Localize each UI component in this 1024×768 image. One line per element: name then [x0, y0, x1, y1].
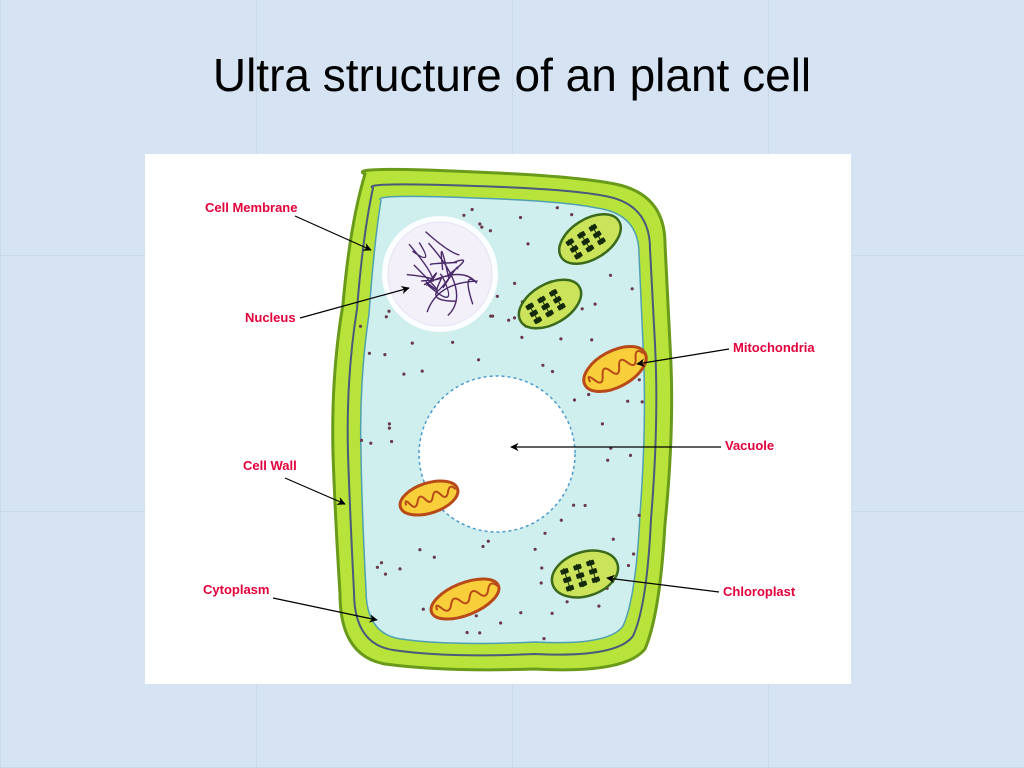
ribosome-dot	[526, 242, 529, 245]
ribosome-dot	[594, 303, 597, 306]
ribosome-dot	[471, 208, 474, 211]
ribosome-dot	[559, 337, 562, 340]
ribosome-dot	[638, 378, 641, 381]
cell-diagram-svg: Cell Membrane Nucleus Cell Wall Cytoplasm Mi…	[145, 154, 851, 684]
ribosome-dot	[360, 439, 363, 442]
ribosome-dot	[380, 561, 383, 564]
ribosome-dot	[519, 216, 522, 219]
ribosome-dot	[368, 352, 371, 355]
ribosome-dot	[480, 226, 483, 229]
ribosome-dot	[566, 600, 569, 603]
label-nucleus: Nucleus	[245, 310, 296, 325]
label-chloroplast: Chloroplast	[723, 584, 796, 599]
ribosome-dot	[359, 325, 362, 328]
ribosome-dot	[384, 573, 387, 576]
ribosome-dot	[462, 214, 465, 217]
ribosome-dot	[421, 370, 424, 373]
ribosome-dot	[475, 614, 478, 617]
ribosome-dot	[433, 556, 436, 559]
ribosome-dot	[466, 631, 469, 634]
ribosome-dot	[541, 364, 544, 367]
ribosome-dot	[513, 316, 516, 319]
ribosome-dot	[540, 566, 543, 569]
ribosome-dot	[478, 631, 481, 634]
ribosome-dot	[560, 519, 563, 522]
ribosome-dot	[632, 552, 635, 555]
ribosome-dot	[570, 213, 573, 216]
nucleus	[382, 216, 498, 332]
cell-diagram-figure: Cell Membrane Nucleus Cell Wall Cytoplasm Mi…	[145, 154, 851, 684]
ribosome-dot	[489, 229, 492, 232]
ribosome-dot	[609, 274, 612, 277]
ribosome-dot	[507, 319, 510, 322]
label-vacuole: Vacuole	[725, 438, 774, 453]
ribosome-dot	[581, 307, 584, 310]
ribosome-dot	[489, 315, 492, 318]
ribosome-dot	[540, 581, 543, 584]
ribosome-dot	[385, 315, 388, 318]
ribosome-dot	[388, 427, 391, 430]
ribosome-dot	[519, 611, 522, 614]
ribosome-dot	[638, 514, 641, 517]
ribosome-dot	[627, 564, 630, 567]
slide: Ultra structure of an plant cell Cell Me…	[0, 0, 1024, 768]
ribosome-dot	[496, 295, 499, 298]
ribosome-dot	[573, 398, 576, 401]
ribosome-dot	[387, 310, 390, 313]
ribosome-dot	[451, 341, 454, 344]
ribosome-dot	[402, 373, 405, 376]
ribosome-dot	[477, 358, 480, 361]
label-cytoplasm: Cytoplasm	[203, 582, 269, 597]
ribosome-dot	[422, 608, 425, 611]
ribosome-dot	[398, 567, 401, 570]
ribosome-dot	[543, 532, 546, 535]
ribosome-dot	[584, 504, 587, 507]
ribosome-dot	[481, 545, 484, 548]
ribosome-dot	[551, 370, 554, 373]
ribosome-dot	[520, 336, 523, 339]
ribosome-dot	[606, 459, 609, 462]
ribosome-dot	[376, 566, 379, 569]
ribosome-dot	[551, 612, 554, 615]
label-cell-membrane: Cell Membrane	[205, 200, 297, 215]
ribosome-dot	[626, 400, 629, 403]
ribosome-dot	[388, 422, 391, 425]
ribosome-dot	[390, 440, 393, 443]
ribosome-dot	[631, 287, 634, 290]
ribosome-dot	[641, 400, 644, 403]
ribosome-dot	[418, 548, 421, 551]
label-cell-wall: Cell Wall	[243, 458, 297, 473]
label-mitochondria: Mitochondria	[733, 340, 815, 355]
ribosome-dot	[487, 540, 490, 543]
ribosome-dot	[612, 538, 615, 541]
ribosome-dot	[572, 504, 575, 507]
ribosome-dot	[587, 393, 590, 396]
page-title: Ultra structure of an plant cell	[0, 48, 1024, 102]
ribosome-dot	[597, 605, 600, 608]
ribosome-dot	[601, 422, 604, 425]
ribosome-dot	[499, 621, 502, 624]
ribosome-dot	[513, 282, 516, 285]
ribosome-dot	[629, 454, 632, 457]
ribosome-dot	[590, 338, 593, 341]
ribosome-dot	[534, 548, 537, 551]
ribosome-dot	[383, 353, 386, 356]
ribosome-dot	[478, 222, 481, 225]
ribosome-dot	[542, 637, 545, 640]
ribosome-dot	[369, 442, 372, 445]
ribosome-dot	[411, 342, 414, 345]
ribosome-dot	[556, 206, 559, 209]
